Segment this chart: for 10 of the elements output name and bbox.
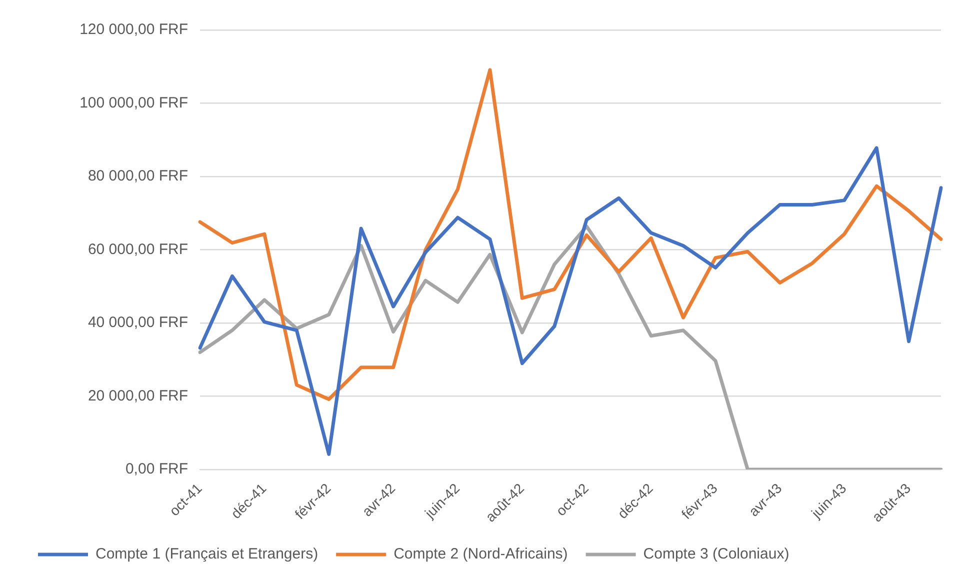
- legend-label: Compte 2 (Nord-Africains): [394, 546, 568, 563]
- y-tick-label: 80 000,00 FRF: [88, 168, 188, 185]
- legend-label: Compte 1 (Français et Etrangers): [96, 546, 318, 563]
- y-tick-label: 40 000,00 FRF: [88, 314, 188, 332]
- y-tick-label: 100 000,00 FRF: [80, 94, 188, 112]
- legend-label: Compte 3 (Coloniaux): [643, 546, 790, 563]
- y-tick-label: 0,00 FRF: [125, 460, 188, 478]
- y-tick-label: 60 000,00 FRF: [88, 240, 188, 258]
- y-tick-label: 120 000,00 FRF: [80, 21, 188, 38]
- y-tick-label: 20 000,00 FRF: [88, 387, 188, 404]
